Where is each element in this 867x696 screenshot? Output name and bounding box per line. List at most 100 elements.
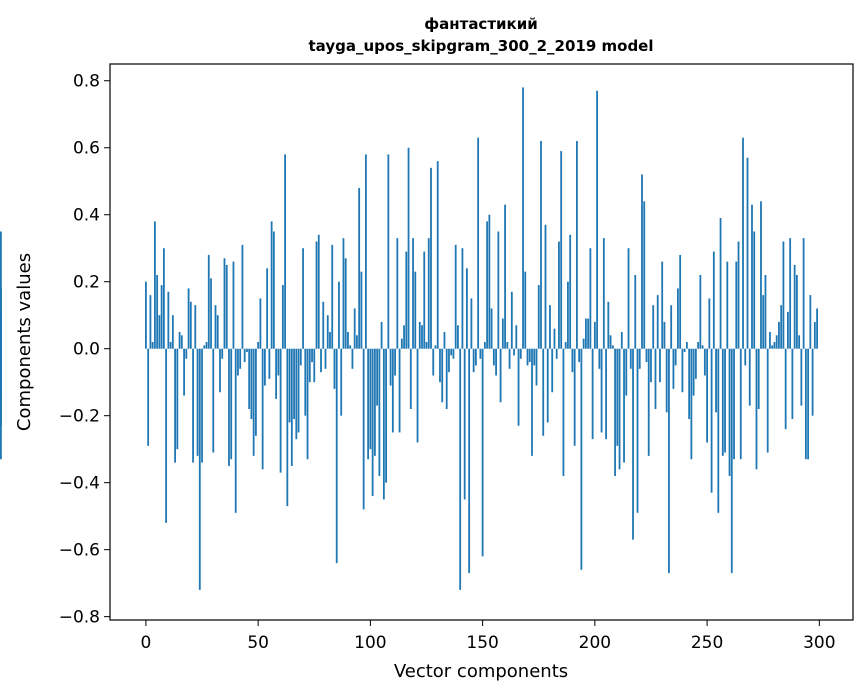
bar bbox=[690, 348, 693, 460]
bar bbox=[212, 348, 215, 453]
bar bbox=[703, 348, 706, 376]
bar bbox=[272, 231, 275, 349]
bar bbox=[789, 238, 792, 349]
bar bbox=[522, 87, 524, 349]
bar bbox=[692, 348, 695, 396]
bar bbox=[553, 328, 556, 349]
bar bbox=[775, 335, 778, 349]
bar bbox=[270, 221, 273, 349]
bar bbox=[320, 348, 322, 373]
bar bbox=[816, 308, 818, 349]
bar bbox=[780, 305, 783, 349]
bar bbox=[771, 345, 774, 349]
bar bbox=[517, 348, 520, 426]
bar bbox=[313, 348, 316, 383]
bar bbox=[459, 348, 462, 590]
bar bbox=[275, 348, 278, 399]
bar bbox=[158, 315, 161, 349]
bar bbox=[219, 348, 221, 393]
bar bbox=[764, 275, 767, 349]
bar bbox=[353, 308, 356, 349]
bar bbox=[580, 348, 583, 570]
bar bbox=[728, 348, 731, 476]
bar bbox=[263, 348, 266, 386]
bar bbox=[562, 348, 565, 476]
bar bbox=[326, 315, 329, 349]
bar bbox=[418, 321, 421, 349]
bar bbox=[769, 331, 771, 349]
x-tick-label: 200 bbox=[579, 633, 611, 653]
bar bbox=[241, 244, 244, 349]
bar bbox=[457, 325, 459, 349]
bar bbox=[344, 258, 347, 349]
bar bbox=[506, 342, 509, 349]
bar bbox=[668, 348, 670, 574]
bar bbox=[400, 338, 403, 349]
bar bbox=[596, 90, 598, 349]
bar bbox=[474, 348, 477, 366]
x-tick-label: 50 bbox=[247, 633, 269, 653]
bar bbox=[409, 348, 412, 409]
bar bbox=[340, 348, 343, 416]
bar bbox=[463, 348, 466, 500]
bar bbox=[528, 348, 531, 363]
bar bbox=[544, 224, 547, 349]
bar bbox=[322, 301, 325, 349]
bar bbox=[526, 348, 529, 366]
x-tick-label: 250 bbox=[691, 633, 723, 653]
bar bbox=[748, 348, 751, 406]
bar bbox=[335, 348, 338, 564]
bar bbox=[719, 218, 722, 349]
bar bbox=[210, 278, 212, 349]
bar bbox=[192, 348, 194, 463]
bar bbox=[546, 348, 549, 423]
bar bbox=[194, 305, 197, 349]
bar bbox=[811, 348, 814, 416]
bar bbox=[255, 348, 257, 436]
x-axis-ticks: 0 50 100 150 200 250 300 bbox=[141, 620, 836, 653]
y-tick-label: 0.4 bbox=[73, 206, 100, 226]
bar bbox=[701, 345, 704, 349]
x-tick-label: 0 bbox=[141, 633, 152, 653]
bar bbox=[706, 348, 708, 443]
bar bbox=[403, 325, 405, 349]
bar bbox=[203, 345, 206, 349]
bar bbox=[261, 348, 264, 470]
bar bbox=[591, 348, 594, 440]
bar bbox=[329, 331, 331, 349]
bar bbox=[715, 348, 717, 413]
bar bbox=[147, 348, 150, 446]
bar bbox=[324, 348, 327, 369]
bar bbox=[802, 238, 805, 349]
bar bbox=[176, 348, 179, 450]
bar bbox=[295, 348, 298, 440]
bar bbox=[461, 248, 464, 349]
bar bbox=[641, 174, 643, 349]
bar bbox=[246, 348, 248, 353]
bar bbox=[611, 345, 614, 349]
bar bbox=[652, 305, 655, 349]
bar bbox=[742, 137, 744, 349]
bar bbox=[609, 335, 612, 349]
bar bbox=[620, 331, 623, 349]
y-tick-label: −0.4 bbox=[59, 474, 100, 494]
bar bbox=[647, 348, 650, 456]
bar bbox=[607, 301, 610, 349]
bar bbox=[571, 348, 574, 373]
bar bbox=[665, 348, 668, 413]
bar bbox=[243, 348, 246, 363]
bar bbox=[519, 348, 522, 359]
bar bbox=[627, 248, 630, 349]
bar bbox=[573, 348, 576, 446]
bar bbox=[369, 348, 372, 450]
bar bbox=[636, 348, 639, 513]
bar bbox=[504, 204, 506, 349]
bar bbox=[436, 161, 439, 349]
y-axis-ticks: −0.8 −0.6 −0.4 −0.2 0.0 0.2 0.4 0.6 0.8 bbox=[59, 72, 110, 628]
bar bbox=[685, 342, 688, 349]
bar bbox=[198, 348, 201, 590]
bar bbox=[0, 318, 2, 349]
bar bbox=[638, 348, 641, 369]
bar bbox=[385, 348, 387, 483]
bar bbox=[412, 238, 414, 349]
